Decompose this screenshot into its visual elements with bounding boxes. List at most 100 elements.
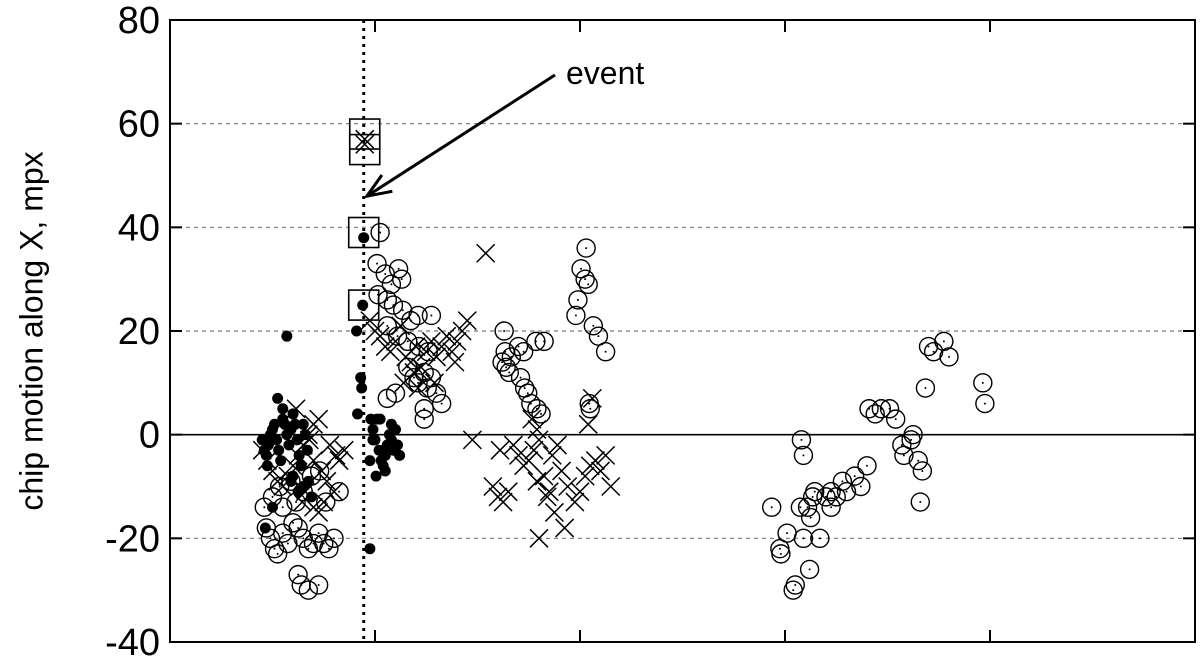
open-circle-center [948, 355, 950, 358]
open-circle-point [492, 352, 512, 372]
open-circle-center [327, 547, 330, 550]
open-circle-center [417, 314, 420, 317]
open-circle-ring [421, 305, 442, 326]
open-circle-ring [303, 533, 324, 554]
cross-point [406, 337, 426, 357]
filled-dot-point [259, 522, 271, 534]
open-circle-center [386, 324, 389, 327]
open-circle-point [975, 393, 995, 414]
open-circle-point [816, 487, 836, 507]
open-circle-ring [595, 342, 616, 362]
open-circle-center [302, 490, 305, 493]
open-circle-ring [414, 399, 434, 419]
cross-stroke [401, 352, 421, 372]
open-circle-center [778, 547, 781, 550]
cross-stroke [394, 373, 414, 393]
y-tick-label: -40 [105, 622, 160, 660]
cross-point [524, 440, 544, 460]
open-circle-point [388, 259, 409, 279]
open-circle-center [273, 547, 276, 550]
open-circle-center [338, 490, 341, 493]
cross-point [565, 492, 585, 512]
cross-point [394, 373, 414, 393]
open-circle-center [396, 335, 399, 338]
cross-stroke [292, 492, 312, 512]
open-circle-center [830, 506, 833, 509]
filled-dot-point [299, 429, 311, 441]
open-circle-point [409, 336, 429, 357]
open-circle-ring [264, 539, 285, 559]
open-circle-point [578, 274, 598, 295]
open-circle-center [841, 480, 844, 483]
y-tick-label: 80 [118, 0, 160, 42]
open-circle-center [376, 262, 379, 265]
open-circle-ring [832, 471, 853, 492]
open-circle-point [278, 533, 298, 554]
open-circle-point [283, 513, 303, 533]
open-circle-ring [499, 362, 519, 383]
cross-point [281, 404, 301, 424]
cross-stroke [355, 134, 375, 154]
open-circle-center [902, 454, 905, 457]
open-circle-center [932, 350, 935, 353]
open-circle-center [318, 469, 321, 472]
open-circle-center [779, 552, 782, 555]
open-circle-ring [892, 435, 912, 455]
open-circle-ring [510, 367, 531, 388]
open-circle-ring [387, 326, 408, 346]
cross-stroke [329, 451, 349, 471]
open-circle-ring [908, 450, 928, 471]
cross-stroke [312, 461, 332, 481]
open-circle-point [381, 274, 402, 295]
cross-stroke [320, 435, 340, 455]
cross-stroke [582, 388, 602, 408]
open-circle-point [387, 326, 408, 346]
open-circle-center [307, 589, 310, 592]
open-circle-center [289, 480, 292, 483]
open-circle-point [908, 450, 928, 471]
annotation-label: event [566, 55, 644, 91]
cross-point [334, 440, 354, 460]
open-circle-center [981, 381, 984, 384]
y-tick-label: 60 [118, 104, 160, 146]
open-circle-center [522, 350, 525, 353]
cross-point [288, 445, 308, 465]
open-circle-center [322, 542, 325, 545]
open-circle-point [799, 559, 820, 580]
cross-stroke [298, 425, 318, 445]
open-circle-center [924, 387, 927, 390]
cross-point [527, 419, 547, 440]
open-circle-center [802, 537, 805, 540]
cross-point [537, 487, 557, 507]
cross-stroke [508, 445, 529, 465]
open-circle-center [770, 506, 773, 509]
open-circle-center [281, 532, 284, 535]
open-circle-ring [800, 507, 821, 528]
open-circle-point [262, 487, 283, 507]
cross-stroke [326, 445, 346, 465]
open-circle-center [900, 444, 903, 447]
cross-point [590, 461, 611, 481]
open-circle-point [576, 238, 596, 258]
open-circle-center [592, 324, 595, 327]
cross-stroke [273, 476, 293, 497]
cross-stroke [522, 409, 542, 429]
open-circle-center [517, 345, 520, 348]
open-circle-center [794, 583, 797, 586]
open-circle-center [392, 304, 395, 307]
cross-stroke [544, 502, 564, 522]
open-circle-ring [521, 393, 541, 414]
open-circle-ring [857, 456, 877, 476]
open-circle-ring [414, 409, 434, 429]
open-circle-point [513, 342, 534, 362]
open-circle-center [292, 521, 294, 524]
open-circle-ring [578, 274, 598, 295]
open-circle-point [398, 331, 418, 352]
cross-point [508, 445, 529, 465]
filled-dot-point [352, 408, 364, 420]
open-circle-ring [501, 347, 522, 367]
cross-stroke [437, 326, 457, 346]
open-circle-center [295, 501, 298, 504]
open-circle-center [845, 490, 848, 493]
open-circle-center [286, 542, 289, 545]
